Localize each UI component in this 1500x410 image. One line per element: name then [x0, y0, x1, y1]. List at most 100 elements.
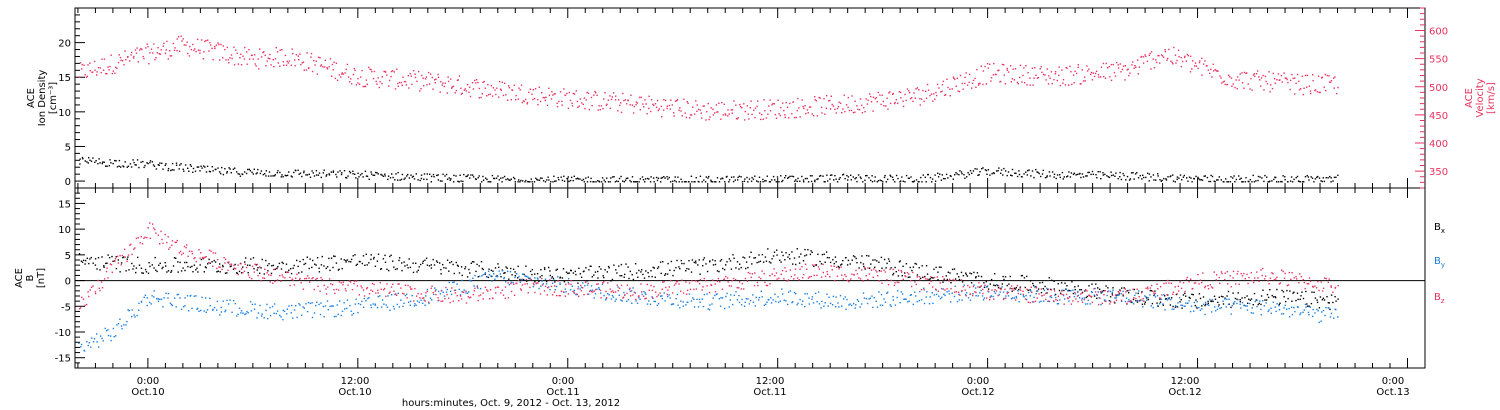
velocity-point	[661, 116, 663, 118]
density-point	[1030, 175, 1032, 177]
velocity-point	[444, 82, 446, 84]
velocity-point	[1070, 71, 1072, 73]
velocity-point	[775, 117, 778, 119]
velocity-point	[303, 69, 305, 71]
bz-point	[1093, 288, 1095, 290]
velocity-point	[653, 104, 655, 107]
bx-point	[1051, 279, 1053, 281]
bx-point	[828, 257, 830, 259]
velocity-point	[1006, 69, 1009, 71]
density-point	[1249, 179, 1251, 181]
bz-point	[331, 283, 334, 286]
by-point	[954, 285, 956, 287]
bz-point	[140, 235, 142, 238]
bx-point	[464, 268, 466, 270]
density-point	[477, 177, 479, 179]
by-point	[474, 274, 476, 277]
velocity-point	[379, 81, 381, 83]
velocity-point	[965, 72, 967, 74]
by-point	[641, 293, 643, 296]
density-point	[397, 179, 399, 181]
bx-point	[690, 271, 693, 273]
velocity-point	[949, 88, 951, 90]
bx-point	[1236, 298, 1238, 300]
by-point	[322, 305, 325, 308]
bz-point	[284, 277, 286, 279]
density-point	[959, 170, 961, 172]
bx-point	[464, 266, 467, 268]
bz-point	[613, 291, 615, 294]
bz-point	[801, 266, 803, 268]
velocity-point	[581, 102, 583, 104]
bx-point	[470, 262, 472, 264]
velocity-point	[631, 104, 634, 106]
bx-point	[354, 254, 356, 256]
velocity-point	[320, 64, 323, 66]
bx-point	[664, 273, 667, 275]
velocity-point	[362, 85, 364, 88]
density-point	[153, 165, 156, 167]
bx-point	[762, 261, 765, 263]
bx-point	[789, 258, 791, 260]
velocity-point	[1127, 68, 1129, 70]
velocity-point	[173, 49, 176, 52]
by-point	[343, 302, 345, 304]
velocity-point	[754, 116, 756, 119]
by-point	[1297, 306, 1299, 308]
bz-point	[1083, 298, 1085, 301]
bz-point	[701, 289, 703, 291]
bx-point	[517, 265, 519, 268]
bx-point	[761, 253, 764, 256]
bx-point	[1144, 303, 1146, 305]
by-point	[1073, 295, 1076, 298]
bx-point	[1072, 292, 1075, 295]
bx-point	[610, 280, 612, 282]
bz-point	[989, 299, 991, 301]
bz-point	[194, 257, 196, 259]
bx-point	[525, 265, 527, 267]
velocity-point	[1308, 85, 1311, 87]
density-point	[514, 178, 516, 180]
velocity-point	[329, 58, 332, 60]
bz-point	[460, 298, 463, 300]
velocity-point	[881, 94, 883, 96]
by-point	[1133, 303, 1135, 305]
density-point	[149, 160, 152, 162]
density-point	[293, 171, 295, 174]
bx-point	[628, 277, 630, 280]
density-point	[98, 158, 100, 160]
by-point	[938, 295, 940, 297]
velocity-point	[510, 99, 512, 101]
bx-point	[980, 275, 983, 278]
velocity-point	[1099, 76, 1102, 78]
velocity-point	[1220, 77, 1222, 79]
bz-point	[1127, 289, 1130, 292]
bz-point	[358, 294, 360, 296]
by-point	[920, 299, 923, 301]
bz-point	[740, 288, 743, 290]
density-point	[1187, 180, 1189, 182]
density-point	[1086, 175, 1088, 177]
velocity-point	[388, 85, 390, 87]
by-point	[1087, 299, 1089, 302]
bx-point	[329, 269, 331, 272]
bz-point	[588, 290, 591, 292]
by-point	[1049, 296, 1051, 298]
bz-point	[1033, 301, 1035, 303]
density-point	[699, 175, 702, 177]
density-point	[768, 181, 771, 183]
density-point	[412, 175, 415, 178]
density-point	[871, 175, 873, 177]
velocity-point	[1109, 76, 1111, 78]
by-point	[963, 284, 965, 286]
by-point	[1029, 295, 1031, 297]
bx-point	[798, 262, 801, 264]
bz-point	[100, 281, 103, 283]
by-point	[896, 296, 898, 299]
velocity-point	[1036, 77, 1039, 79]
bz-point	[289, 276, 291, 279]
bx-point	[1069, 289, 1071, 292]
density-point	[718, 181, 721, 183]
bx-point	[1060, 282, 1063, 284]
by-point	[942, 288, 945, 290]
